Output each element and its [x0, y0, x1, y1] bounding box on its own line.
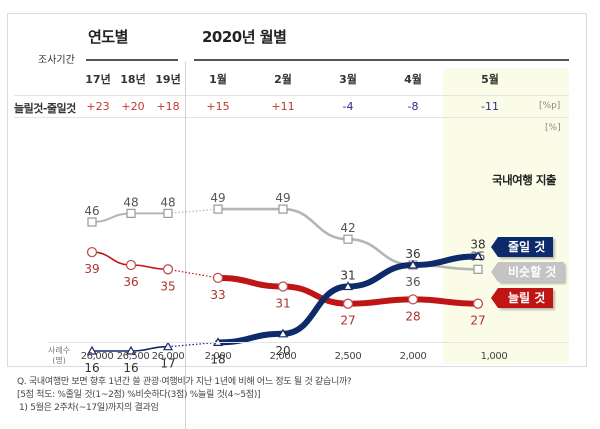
- diff-value: +23: [86, 100, 110, 113]
- series-connector: [167, 341, 219, 348]
- annual-monthly-divider: [185, 62, 186, 429]
- data-label: 49: [275, 191, 290, 205]
- column-header: 17년: [85, 73, 111, 86]
- diff-row-bottom-line: [14, 117, 569, 118]
- data-label: 33: [210, 288, 225, 302]
- column-header: 19년: [155, 73, 181, 86]
- sample-row-line: [48, 342, 569, 343]
- diff-value: -11: [481, 100, 499, 113]
- diff-unit: [%p]: [539, 101, 561, 111]
- data-label: 36: [405, 247, 420, 261]
- series-connector: [167, 268, 219, 279]
- sample-size: 26,000: [151, 351, 185, 362]
- data-label: 38: [470, 237, 485, 251]
- square-marker: [473, 264, 483, 274]
- footnote-scale: [5점 척도: %줄일 것(1~2점) %비슷하다(3점) %늘릴 것(4~5점…: [17, 390, 261, 400]
- legend-item-decrease: 줄일 것: [490, 237, 554, 257]
- legend-title: 국내여행 지출: [492, 173, 556, 187]
- data-label: 49: [210, 191, 225, 205]
- sample-label-text: 사례수: [48, 346, 71, 355]
- square-marker: [213, 204, 223, 214]
- data-label: 36: [405, 275, 420, 289]
- monthly-rule: [194, 59, 569, 61]
- circle-marker: [407, 294, 419, 305]
- sample-size: 1,000: [480, 351, 508, 362]
- circle-marker: [162, 264, 174, 275]
- data-label: 17: [160, 357, 175, 371]
- triangle-marker: [162, 341, 174, 351]
- footnote-question: Q. 국내여행만 보면 향후 1년간 쓸 관광·여행비가 지난 1년에 비해 어…: [17, 377, 352, 387]
- sample-size: 2,000: [204, 351, 232, 362]
- data-label: 28: [405, 309, 420, 323]
- legend-label-increase: 늘릴 것: [508, 291, 546, 305]
- legend-item-similar: 비슷할 것: [490, 262, 565, 282]
- diff-value: +15: [206, 100, 230, 113]
- data-label: 36: [123, 275, 138, 289]
- triangle-marker: [407, 259, 419, 269]
- square-marker: [278, 204, 288, 214]
- diff-row-label: 늘릴것-줄일것: [14, 102, 76, 115]
- data-label: 35: [160, 279, 175, 293]
- column-header: 3월: [339, 73, 357, 86]
- column-header: 1월: [209, 73, 227, 86]
- data-label: 48: [160, 195, 175, 209]
- legend-label-similar: 비슷할 것: [508, 265, 557, 279]
- circle-marker: [342, 298, 354, 309]
- circle-marker: [86, 246, 98, 258]
- data-label: 46: [84, 204, 99, 218]
- value-unit: [%]: [545, 123, 561, 133]
- circle-marker: [277, 281, 289, 292]
- column-header: 18년: [120, 73, 146, 86]
- data-label: 31: [340, 269, 355, 283]
- monthly-section-title: 2020년 월별: [202, 28, 287, 46]
- diff-value: +18: [156, 100, 180, 113]
- data-label: 31: [275, 297, 290, 311]
- triangle-marker: [125, 345, 137, 355]
- data-label: 16: [123, 361, 138, 375]
- sample-size: 26,500: [116, 351, 150, 362]
- legend-item-increase: 늘릴 것: [490, 288, 554, 308]
- sample-label: 사례수 (명): [48, 346, 70, 366]
- square-marker: [343, 234, 353, 244]
- data-label: 39: [84, 262, 99, 276]
- triangle-marker: [86, 345, 98, 355]
- data-label: 48: [123, 195, 138, 209]
- triangle-marker: [472, 251, 484, 260]
- line-chart: 4648484949423635393635333127282716161718…: [84, 191, 485, 375]
- sample-unit-text: (명): [52, 356, 66, 365]
- sample-size: 26,000: [80, 351, 114, 362]
- series-connector: [167, 208, 219, 214]
- diff-value: -8: [407, 100, 419, 113]
- triangle-marker: [212, 337, 224, 346]
- data-label: 27: [340, 314, 355, 328]
- circle-marker: [472, 298, 484, 309]
- square-marker: [87, 217, 97, 227]
- column-header: 4월: [404, 73, 422, 86]
- sample-size: 2,000: [399, 351, 427, 362]
- diff-value: -4: [342, 100, 354, 113]
- diff-value: +20: [121, 100, 145, 113]
- square-marker: [126, 208, 136, 218]
- column-header: 5월: [481, 73, 499, 86]
- sample-size: 2,500: [334, 351, 362, 362]
- data-label: 18: [210, 352, 225, 366]
- column-header: 2월: [274, 73, 292, 86]
- square-marker: [163, 208, 173, 218]
- data-label: 27: [470, 314, 485, 328]
- circle-marker: [125, 259, 137, 271]
- annual-rule: [86, 59, 178, 61]
- circle-marker: [212, 272, 224, 284]
- diff-row-top-line: [14, 95, 569, 96]
- data-label: 20: [275, 344, 290, 358]
- footnote-may: 1) 5월은 2주차(~17일)까지의 결과임: [19, 403, 159, 413]
- triangle-marker: [277, 328, 289, 338]
- sample-size: 2,000: [269, 351, 297, 362]
- period-label: 조사기간: [38, 55, 75, 66]
- diff-value: +11: [271, 100, 295, 113]
- triangle-marker: [342, 281, 354, 291]
- legend-label-decrease: 줄일 것: [508, 240, 546, 254]
- data-label: 42: [340, 221, 355, 235]
- annual-section-title: 연도별: [88, 28, 128, 46]
- data-label: 16: [84, 361, 99, 375]
